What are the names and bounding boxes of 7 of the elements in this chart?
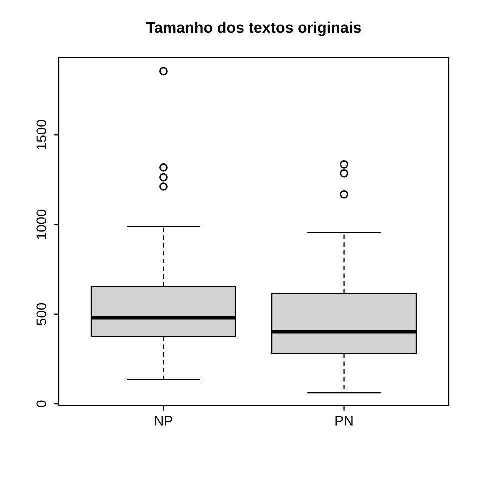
y-tick-label: 0 xyxy=(36,400,47,408)
y-tick-label: 1500 xyxy=(36,120,47,150)
x-tick-label: PN xyxy=(336,416,353,426)
y-tick-label: 500 xyxy=(36,303,47,326)
x-tick-label: NP xyxy=(155,416,173,426)
y-tick-label: 1000 xyxy=(36,210,47,240)
chart-title: Tamanho dos textos originais xyxy=(146,22,362,36)
